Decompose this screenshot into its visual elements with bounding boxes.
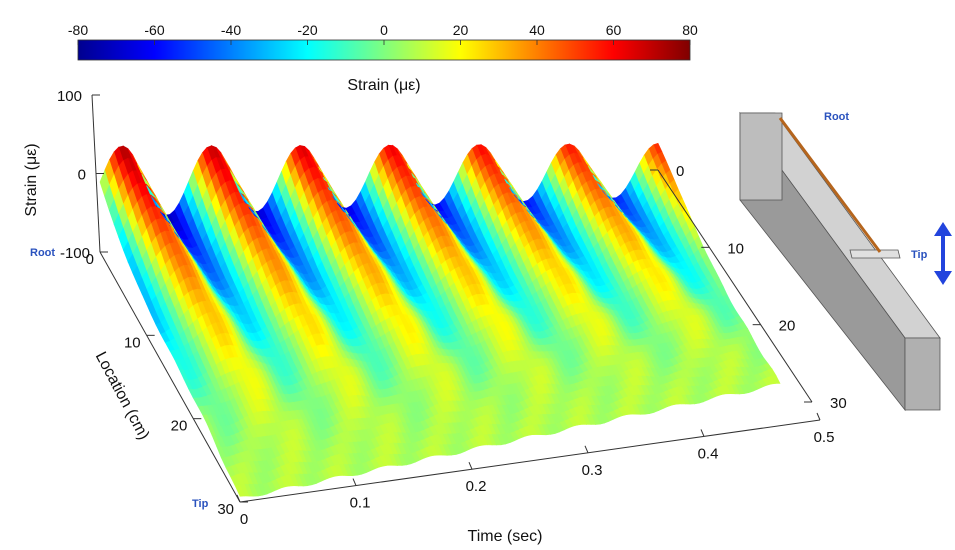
y-tick-label: 0 — [86, 251, 94, 268]
z-tick-label: 100 — [57, 88, 82, 105]
vertical-double-arrow-icon — [934, 222, 952, 285]
colorbar-tick-label: -80 — [68, 22, 88, 38]
fiber-sensor — [778, 117, 882, 253]
root-label: Root — [30, 247, 55, 259]
right-tick-label: 30 — [830, 395, 847, 412]
right-tick-label: 20 — [779, 318, 796, 335]
x-axis-label: Time (sec) — [468, 528, 543, 545]
surface-cell — [234, 484, 245, 497]
clamp-block — [739, 112, 783, 201]
colorbar-ticks: -80 -60 -40 -20 0 20 40 60 80 — [68, 22, 698, 45]
colorbar-tick-label: -40 — [221, 22, 241, 38]
colorbar-tick-label: 40 — [529, 22, 545, 38]
y-axis-line — [99, 251, 241, 503]
x-tick-label: 0.2 — [466, 478, 487, 495]
surface-cell — [248, 483, 259, 497]
x-axis-ticks: 0 0.1 0.2 0.3 0.4 0.5 — [236, 412, 835, 528]
colorbar-tick-label: 80 — [682, 22, 698, 38]
colorbar-tick-label: 20 — [453, 22, 469, 38]
colorbar-tick-label: 0 — [380, 22, 388, 38]
right-axis-line — [657, 169, 813, 403]
surface-cell — [491, 434, 502, 446]
beam-inset: Root Tip — [739, 111, 952, 412]
x-tick-label: 0.3 — [582, 462, 603, 479]
colorbar-tick-label: 60 — [606, 22, 622, 38]
tip-plate — [849, 249, 901, 259]
tip-label: Tip — [192, 498, 209, 510]
y-axis-label: Location (cm) — [92, 349, 153, 443]
right-tick-label: 10 — [727, 240, 744, 257]
z-axis-ticks: 100 0 -100 — [57, 88, 108, 262]
x-axis-line — [239, 419, 821, 503]
y-tick-label: 20 — [171, 418, 188, 435]
surface-cell — [586, 414, 596, 425]
surface-cell — [685, 394, 695, 405]
x-tick-mark — [236, 494, 241, 503]
x-tick-label: 0.4 — [698, 445, 719, 462]
x-tick-mark — [700, 429, 705, 437]
right-tick-label: 0 — [676, 163, 684, 180]
strain-surface — [99, 142, 781, 497]
colorbar: -80 -60 -40 -20 0 20 40 60 80 Strain (με) — [68, 22, 698, 94]
colorbar-label: Strain (με) — [347, 77, 420, 94]
beam-end-face — [904, 337, 941, 411]
inset-root-label: Root — [824, 111, 849, 123]
y-axis-ticks: 0 10 20 30 — [86, 251, 248, 518]
x-tick-label: 0 — [240, 511, 248, 528]
z-tick-label: -100 — [60, 245, 90, 262]
colorbar-tick-label: -20 — [297, 22, 317, 38]
x-tick-mark — [468, 462, 473, 470]
z-axis-label: Strain (με) — [23, 143, 40, 216]
y-tick-label: 30 — [217, 501, 234, 518]
colorbar-tick-label: -60 — [144, 22, 164, 38]
inset-tip-label: Tip — [911, 249, 928, 261]
z-tick-label: 0 — [78, 167, 86, 184]
x-tick-mark — [352, 478, 357, 486]
y-tick-label: 10 — [124, 334, 141, 351]
x-tick-mark — [584, 445, 589, 453]
x-tick-mark — [816, 412, 821, 421]
right-axis-ticks: 0 10 20 30 — [650, 163, 847, 412]
x-tick-label: 0.5 — [814, 429, 835, 446]
x-tick-label: 0.1 — [350, 495, 371, 512]
